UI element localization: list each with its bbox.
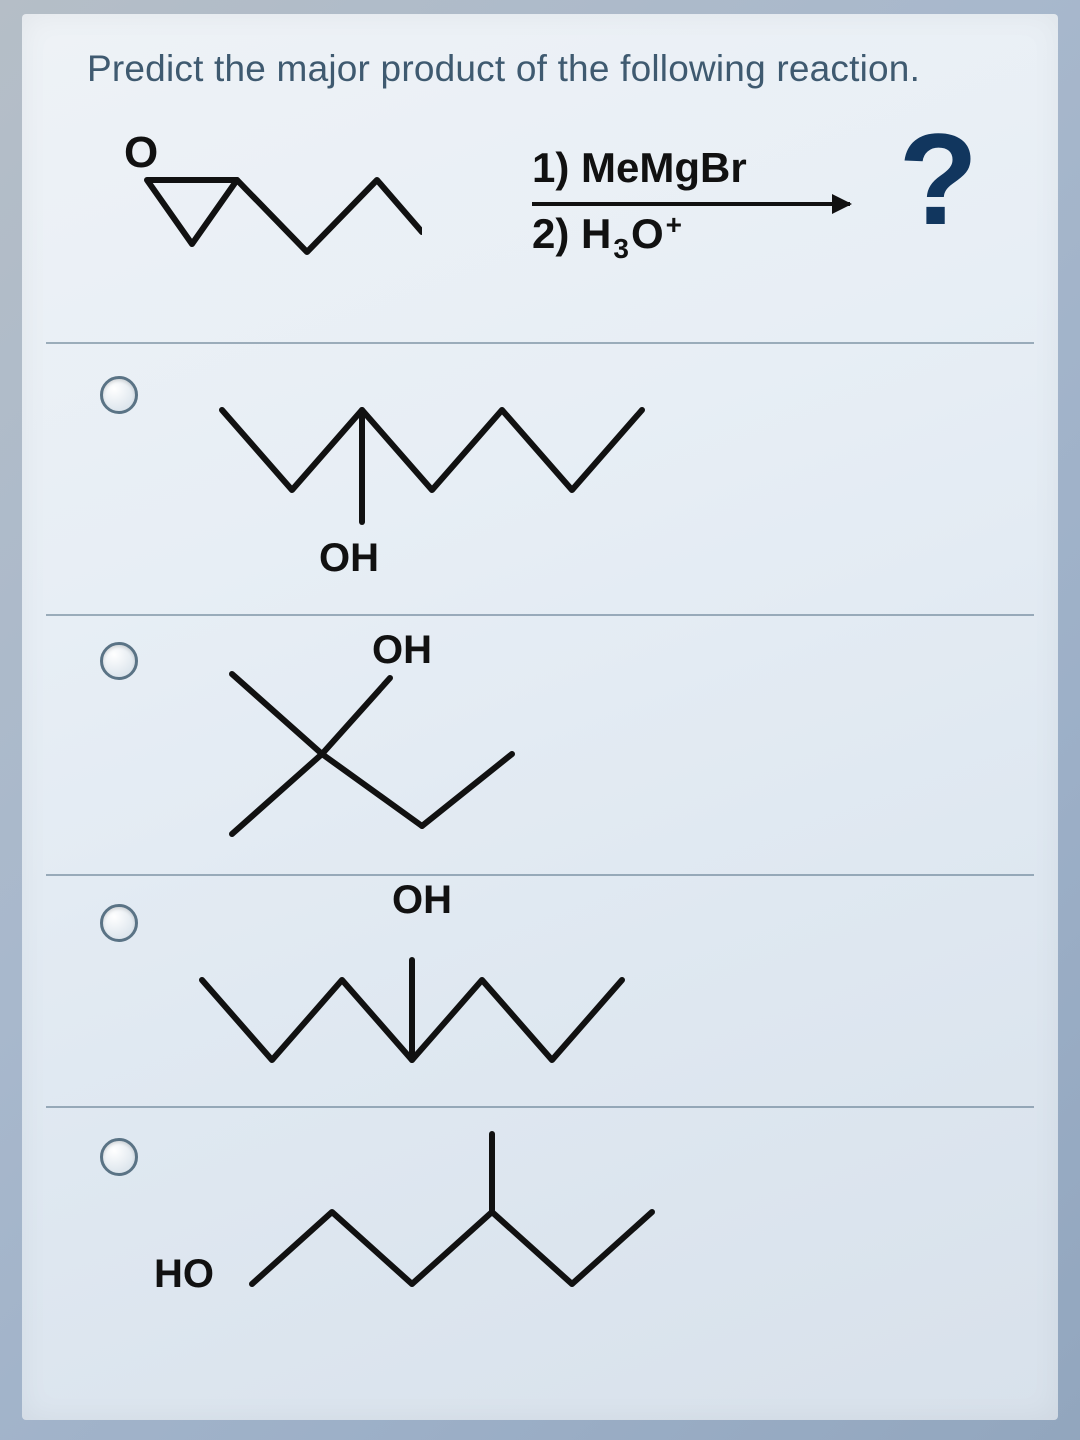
radio-C[interactable]: [100, 904, 138, 942]
option-C[interactable]: OH: [92, 882, 1018, 1096]
arrow-head-icon: [832, 194, 852, 214]
reagent-2-sup: +: [666, 210, 682, 239]
option-C-structure: [172, 900, 652, 1080]
reagent-2-sub: 3: [613, 234, 629, 263]
option-B-OH-label: OH: [372, 628, 432, 673]
reagent-2-mid: O: [631, 212, 664, 256]
question-text: Predict the major product of the followi…: [87, 48, 1018, 90]
reagent-2-prefix: 2) H: [532, 212, 611, 256]
reaction-scheme: O 1) MeMgBr 2) H 3 O + ?: [92, 134, 1018, 304]
option-D-HO-label: HO: [154, 1252, 214, 1297]
radio-B[interactable]: [100, 642, 138, 680]
radio-D[interactable]: [100, 1138, 138, 1176]
reagent-2: 2) H 3 O +: [532, 212, 682, 256]
radio-A[interactable]: [100, 376, 138, 414]
option-B[interactable]: OH: [92, 624, 1018, 864]
reagent-1: 1) MeMgBr: [532, 146, 747, 190]
divider-3: [46, 874, 1034, 876]
divider-2: [46, 614, 1034, 616]
epoxide-O-label: O: [124, 128, 158, 178]
divider-1: [46, 342, 1034, 344]
option-A-OH-label: OH: [319, 536, 379, 581]
option-A[interactable]: OH: [92, 364, 1018, 604]
divider-4: [46, 1106, 1034, 1108]
option-C-OH-label: OH: [392, 878, 452, 923]
reagent-2-stack: 2) H 3 O +: [532, 212, 682, 256]
reaction-arrow: [532, 202, 850, 206]
content-panel: Predict the major product of the followi…: [22, 14, 1058, 1420]
option-D[interactable]: HO: [92, 1114, 1018, 1334]
product-question-mark: ?: [899, 104, 978, 254]
reagent-1-text: 1) MeMgBr: [532, 146, 747, 190]
reagent-stack: 1) MeMgBr: [532, 146, 747, 190]
option-D-structure: [152, 1124, 712, 1314]
option-A-structure: [182, 370, 702, 570]
